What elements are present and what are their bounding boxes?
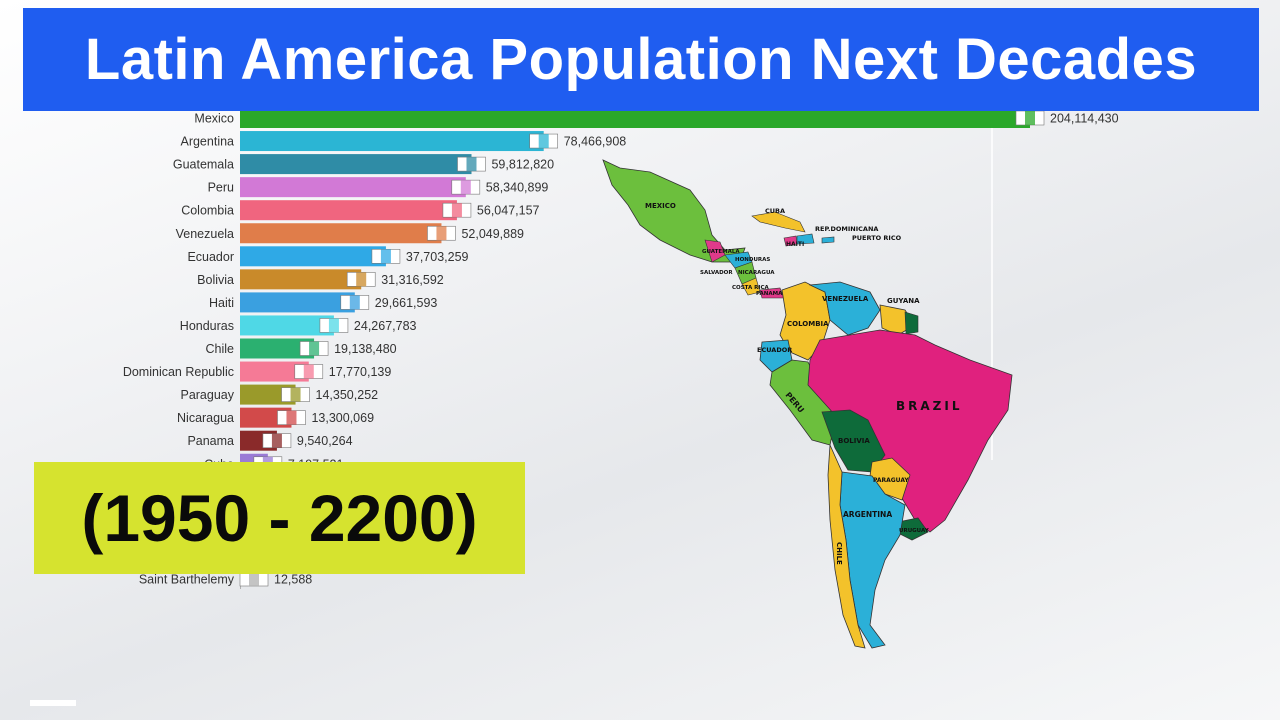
map-region-mexico (602, 159, 746, 263)
category-label-saint-barthelemy: Saint Barthelemy (139, 573, 235, 587)
map-label-chile: CHILE (835, 542, 843, 565)
bar-colombia (240, 200, 457, 221)
map-label-costa-rica: COSTA RICA (732, 285, 769, 291)
bar-chile (240, 338, 315, 359)
bar-honduras (240, 315, 334, 336)
category-label-dominican-republic: Dominican Republic (123, 365, 234, 379)
map-label-salvador: SALVADOR (700, 270, 733, 276)
map-region-chile (827, 444, 866, 649)
map-label-nicaragua: NICARAGUA (738, 270, 775, 276)
map-label-guyana: GUYANA (887, 297, 920, 305)
value-label-bolivia: 31,316,592 (381, 273, 444, 287)
bar-mexico (240, 108, 1030, 128)
category-label-chile: Chile (206, 342, 235, 356)
map-label-cuba: CUBA (765, 207, 785, 215)
category-label-venezuela: Venezuela (176, 227, 234, 241)
category-label-mexico: Mexico (194, 112, 234, 126)
map-label-haiti: HAITI (786, 241, 804, 248)
flag-stripe-colombia (451, 203, 462, 218)
map-label-ecuador: ECUADOR (757, 346, 792, 354)
bar-guatemala (240, 154, 472, 175)
map-label-rep-dominicana: REP.DOMINICANA (815, 225, 878, 233)
latin-america-map: MEXICO CUBA REP.DOMINICANA PUERTO RICO H… (602, 159, 1013, 649)
flag-stripe-guatemala (466, 157, 477, 172)
flag-stripe-mexico (1025, 111, 1035, 125)
category-label-guatemala: Guatemala (173, 158, 234, 172)
flag-stripe-paraguay (290, 387, 301, 402)
corner-mark (30, 700, 76, 706)
bar-haiti (240, 292, 355, 313)
map-region-puerto-rico (821, 236, 835, 244)
flag-stripe-chile (309, 341, 320, 356)
flag-stripe-saint-barthelemy (249, 572, 259, 586)
map-region-dominican-republic (796, 233, 815, 245)
map-label-colombia: COLOMBIA (787, 320, 829, 328)
map-label-puerto-rico: PUERTO RICO (852, 234, 902, 242)
flag-stripe-argentina (538, 134, 549, 149)
value-label-guatemala: 59,812,820 (491, 158, 554, 172)
bar-bolivia (240, 269, 362, 290)
value-label-chile: 19,138,480 (334, 342, 397, 356)
value-label-venezuela: 52,049,889 (461, 227, 524, 241)
chart-title: Latin America Population Next Decades (84, 27, 1198, 92)
flag-stripe-haiti (349, 295, 360, 310)
value-label-nicaragua: 13,300,069 (311, 411, 374, 425)
map-label-paraguay: PARAGUAY (873, 477, 909, 484)
flag-stripe-venezuela (436, 226, 447, 241)
flag-stripe-ecuador (380, 249, 391, 264)
value-label-haiti: 29,661,593 (375, 296, 438, 310)
map-region-costa-rica (741, 277, 761, 296)
year-range-box: (1950 - 2200) (34, 462, 525, 574)
category-label-bolivia: Bolivia (197, 273, 234, 287)
flag-stripe-panama (271, 433, 282, 448)
map-label-guatemala: GUATEMALA (702, 249, 740, 255)
flag-stripe-honduras (328, 318, 339, 333)
category-label-panama: Panama (187, 434, 234, 448)
value-label-peru: 58,340,899 (486, 181, 549, 195)
map-label-mexico: MEXICO (645, 202, 676, 210)
category-label-haiti: Haiti (209, 296, 234, 310)
map-label-honduras: HONDURAS (735, 257, 770, 263)
year-range-label: (1950 - 2200) (81, 481, 478, 555)
category-label-honduras: Honduras (180, 319, 234, 333)
value-label-argentina: 78,466,908 (564, 135, 627, 149)
flag-stripe-nicaragua (286, 410, 297, 425)
bar-ecuador (240, 246, 386, 267)
value-label-paraguay: 14,350,252 (316, 388, 379, 402)
value-label-colombia: 56,047,157 (477, 204, 540, 218)
bar-peru (240, 177, 466, 198)
value-label-honduras: 24,267,783 (354, 319, 417, 333)
flag-stripe-peru (460, 180, 471, 195)
value-label-ecuador: 37,703,259 (406, 250, 469, 264)
map-label-argentina: ARGENTINA (843, 510, 892, 519)
map-label-brazil: BRAZIL (896, 399, 963, 413)
category-label-paraguay: Paraguay (180, 388, 234, 402)
category-label-peru: Peru (208, 181, 234, 195)
map-region-suriname (904, 311, 919, 335)
map-region-venezuela (808, 281, 881, 336)
category-label-argentina: Argentina (180, 135, 234, 149)
value-label-saint-barthelemy: 12,588 (274, 573, 312, 587)
map-label-uruguay: URUGUAY (899, 528, 930, 534)
map-label-venezuela: VENEZUELA (822, 295, 869, 303)
value-label-dominican-republic: 17,770,139 (329, 365, 392, 379)
bar-dominican-republic (240, 361, 309, 382)
category-label-ecuador: Ecuador (187, 250, 234, 264)
category-label-colombia: Colombia (181, 204, 234, 218)
bar-argentina (240, 131, 544, 152)
category-label-nicaragua: Nicaragua (177, 411, 234, 425)
map-label-panama: PANAMA (756, 291, 783, 297)
value-label-panama: 9,540,264 (297, 434, 353, 448)
value-label-mexico: 204,114,430 (1050, 112, 1119, 126)
flag-stripe-bolivia (356, 272, 367, 287)
map-region-cuba (751, 211, 806, 233)
map-label-bolivia: BOLIVIA (838, 437, 870, 445)
title-banner: Latin America Population Next Decades (23, 8, 1259, 111)
flag-stripe-dominican-republic (303, 364, 314, 379)
bar-venezuela (240, 223, 442, 244)
